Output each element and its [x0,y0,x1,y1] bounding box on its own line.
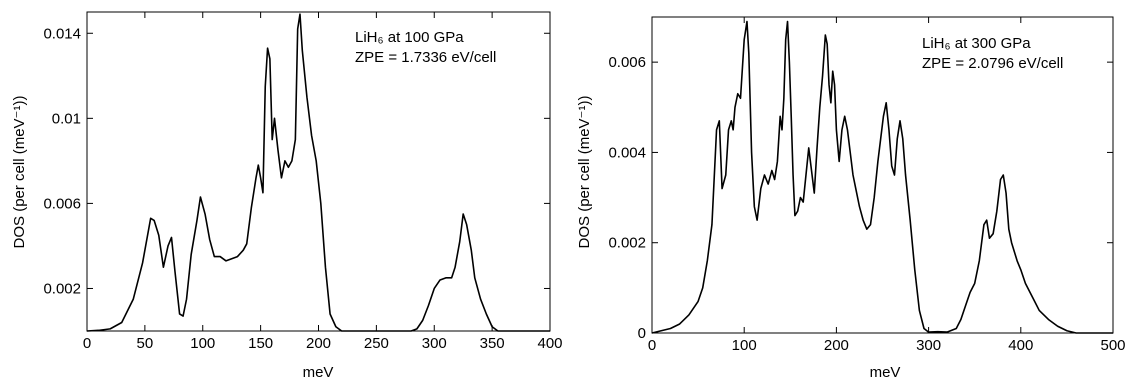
x-tick-label: 300 [916,337,941,354]
y-tick-label: 0 [638,325,646,342]
x-tick-label: 100 [190,335,215,352]
annotation-zpe: ZPE = 1.7336 eV/cell [355,49,496,66]
x-tick-label: 150 [248,335,273,352]
x-tick-label: 300 [422,335,447,352]
y-tick-label: 0.002 [43,280,81,297]
x-tick-label: 200 [824,337,849,354]
x-tick-label: 400 [1008,337,1033,354]
y-tick-label: 0.002 [608,235,646,252]
dos-chart-300gpa: meV DOS (per cell (meV⁻¹)) LiH₆ at 300 G… [576,16,1126,381]
x-tick-label: 250 [364,335,389,352]
plot-frame [651,16,1114,334]
annotation-title: LiH₆ at 100 GPa [355,29,464,46]
dos-series-line [86,13,550,332]
annotation-zpe: ZPE = 2.0796 eV/cell [922,55,1063,72]
chart-panel-300gpa: meV DOS (per cell (meV⁻¹)) LiH₆ at 300 G… [565,0,1131,383]
dos-chart-100gpa: meV DOS (per cell (meV⁻¹)) LiH₆ at 100 G… [11,11,563,381]
y-axis-label: DOS (per cell (meV⁻¹)) [576,96,593,249]
y-axis-label: DOS (per cell (meV⁻¹)) [11,96,28,249]
y-tick-label: 0.014 [43,25,81,42]
annotation-title: LiH₆ at 300 GPa [922,35,1031,52]
x-tick-label: 400 [537,335,562,352]
y-tick-label: 0.006 [608,54,646,71]
x-axis-label: meV [870,364,901,381]
x-tick-label: 200 [306,335,331,352]
x-tick-label: 0 [648,337,656,354]
x-tick-label: 350 [480,335,505,352]
y-tick-label: 0.01 [52,110,81,127]
chart-panel-100gpa: meV DOS (per cell (meV⁻¹)) LiH₆ at 100 G… [0,0,565,383]
x-tick-label: 0 [83,335,91,352]
x-tick-label: 100 [732,337,757,354]
y-tick-label: 0.004 [608,144,646,161]
x-axis-label: meV [303,364,334,381]
dos-series-line [651,20,1113,334]
x-tick-label: 50 [137,335,154,352]
x-tick-label: 500 [1100,337,1125,354]
y-tick-label: 0.006 [43,195,81,212]
